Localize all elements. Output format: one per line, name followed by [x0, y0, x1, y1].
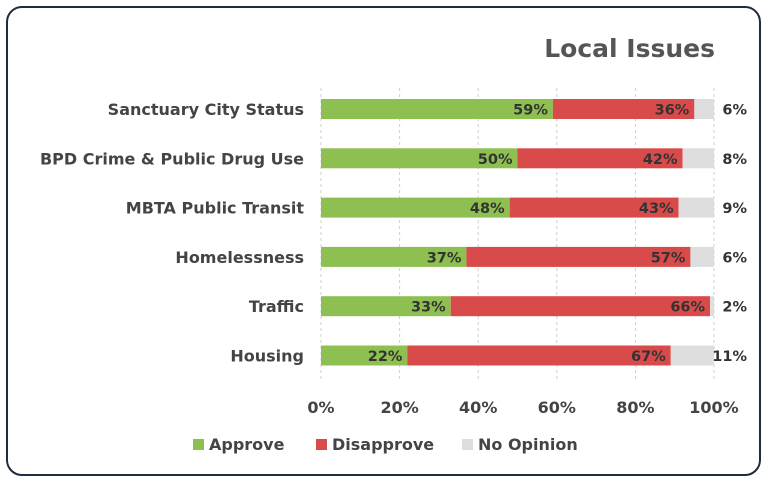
- bar-segment-approve: [321, 148, 518, 169]
- bar-segment-no-opinion: [710, 296, 714, 317]
- chart-title: Local Issues: [544, 34, 715, 63]
- x-axis-ticks: 0% 20% 40% 60% 80% 100%: [307, 398, 738, 417]
- data-label: 50%: [478, 152, 513, 168]
- data-label: 6%: [722, 103, 747, 119]
- legend-label: Disapprove: [332, 435, 434, 454]
- grid-lines: [320, 88, 715, 382]
- data-label: 33%: [411, 300, 446, 316]
- data-label: 57%: [651, 250, 686, 266]
- data-label: 22%: [368, 349, 403, 365]
- data-label: 43%: [639, 201, 674, 217]
- x-tick-label: 0%: [307, 398, 334, 417]
- data-label: 36%: [655, 103, 690, 119]
- category-labels: Sanctuary City Status BPD Crime & Public …: [40, 100, 304, 366]
- x-tick-label: 60%: [538, 398, 576, 417]
- x-tick-label: 100%: [689, 398, 738, 417]
- bar-segment-disapprove: [466, 246, 691, 267]
- bar-segment-disapprove: [450, 296, 711, 317]
- bar-segment-approve: [321, 345, 408, 366]
- data-label: 11%: [712, 349, 747, 365]
- legend-swatch: [193, 439, 204, 450]
- bar-segment-disapprove: [517, 148, 683, 169]
- bar-segment-no-opinion: [670, 345, 714, 366]
- data-label: 48%: [470, 201, 505, 217]
- bar-segment-disapprove: [407, 345, 671, 366]
- data-label: 66%: [670, 300, 705, 316]
- legend-swatch: [316, 439, 327, 450]
- legend-label: No Opinion: [478, 435, 578, 454]
- category-label: Homelessness: [175, 248, 304, 267]
- data-label: 8%: [722, 152, 747, 168]
- bar-segment-approve: [321, 99, 553, 119]
- data-label: 2%: [722, 300, 747, 316]
- x-tick-label: 40%: [459, 398, 497, 417]
- data-label: 59%: [513, 103, 548, 119]
- bar-segment-approve: [321, 246, 467, 267]
- legend-swatch: [462, 439, 473, 450]
- x-tick-label: 20%: [380, 398, 418, 417]
- bar-segment-no-opinion: [690, 246, 714, 267]
- bar-segment-disapprove: [509, 197, 679, 218]
- category-label: Traffic: [249, 297, 304, 316]
- data-label: 42%: [643, 152, 678, 168]
- category-label: Housing: [230, 347, 304, 366]
- bar-segment-no-opinion: [678, 197, 714, 218]
- bar-group: 59% 36% 6% 50% 42% 8% 48% 43% 9% 37% 57% 6% 33% 66% 2%…: [321, 99, 747, 366]
- category-label: MBTA Public Transit: [126, 199, 305, 218]
- data-label: 37%: [427, 250, 462, 266]
- bar-segment-approve: [321, 197, 510, 218]
- legend: Approve Disapprove No Opinion: [193, 435, 578, 454]
- bar-segment-disapprove: [552, 99, 695, 119]
- category-label: Sanctuary City Status: [108, 100, 304, 119]
- data-label: 9%: [722, 201, 747, 217]
- legend-label: Approve: [209, 435, 285, 454]
- bar-segment-approve: [321, 296, 451, 317]
- x-tick-label: 80%: [616, 398, 654, 417]
- bar-segment-no-opinion: [694, 99, 714, 119]
- bar-segment-no-opinion: [682, 148, 714, 169]
- data-label: 6%: [722, 250, 747, 266]
- category-label: BPD Crime & Public Drug Use: [40, 149, 304, 168]
- data-label: 67%: [631, 349, 666, 365]
